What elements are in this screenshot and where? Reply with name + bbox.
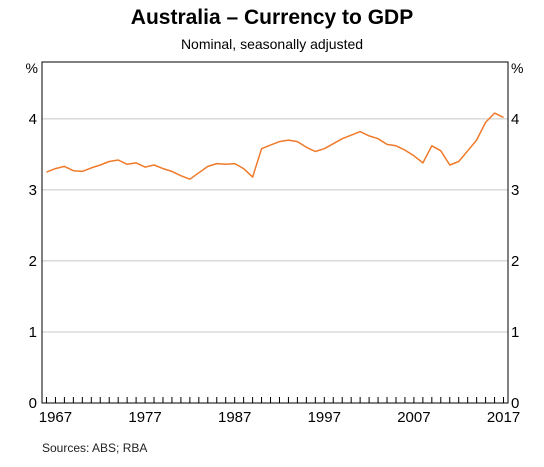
series-layer [46, 112, 504, 180]
series-line-0 [46, 112, 504, 180]
y-tick-label-left-2: 2 [29, 253, 37, 270]
y-tick-label-left-1: 1 [29, 324, 37, 341]
x-tick-label-1977: 1977 [128, 409, 161, 426]
sources-note: Sources: ABS; RBA [42, 441, 148, 455]
y-tick-label-left-4: 4 [29, 111, 37, 128]
y-tick-label-right-2: 2 [511, 253, 519, 270]
y-tick-label-left-3: 3 [29, 182, 37, 199]
y-unit-left: % [26, 60, 38, 76]
axis-ticks [45, 397, 505, 403]
gridlines [42, 118, 508, 333]
y-unit-right: % [511, 60, 523, 76]
y-tick-label-left-0: 0 [29, 395, 37, 412]
chart-area: 0 0 1 1 2 2 3 3 4 4% % 1967 1977 1987 1997 2007 2017 [26, 60, 524, 426]
plot-frame [41, 61, 509, 404]
x-tick-label-2007: 2007 [397, 409, 430, 426]
y-tick-label-right-3: 3 [511, 182, 519, 199]
chart-title: Australia – Currency to GDP [130, 6, 414, 29]
x-tick-label-1997: 1997 [308, 409, 341, 426]
x-tick-label-2017: 2017 [487, 409, 520, 426]
x-tick-label-1967: 1967 [39, 409, 72, 426]
axis-labels: 0 0 1 1 2 2 3 3 4 4% % 1967 1977 1987 1997 2007 2017 [26, 60, 524, 426]
x-tick-label-1987: 1987 [218, 409, 251, 426]
y-tick-label-right-1: 1 [511, 324, 519, 341]
y-tick-label-right-0: 0 [511, 395, 519, 412]
chart-subtitle: Nominal, seasonally adjusted [180, 36, 364, 52]
y-tick-label-right-4: 4 [511, 111, 519, 128]
